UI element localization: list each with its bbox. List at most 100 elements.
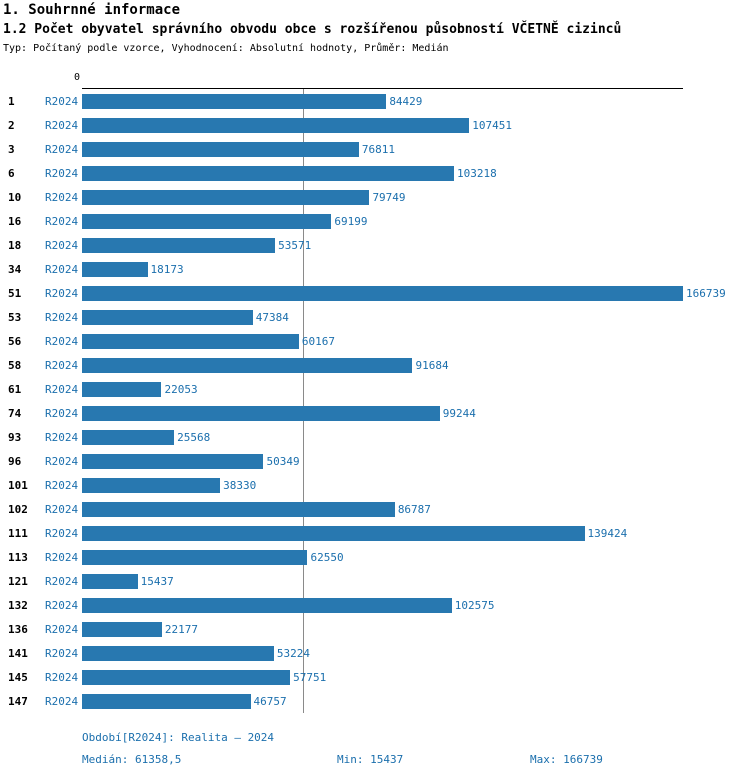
row-series-label: R2024 <box>45 214 79 228</box>
row-series-label: R2024 <box>45 622 79 636</box>
bar-value-label: 18173 <box>150 262 184 276</box>
row-category-label: 74 <box>8 406 22 420</box>
bar-value-label: 62550 <box>310 550 344 564</box>
bar <box>82 189 370 205</box>
page-title: 1. Souhrnné informace <box>3 2 181 18</box>
bar-value-label: 57751 <box>293 670 327 684</box>
row-category-label: 113 <box>8 550 28 564</box>
bar-row: 1 R2024 84429 <box>8 89 683 113</box>
row-category-label: 141 <box>8 646 28 660</box>
row-series-label: R2024 <box>45 286 79 300</box>
row-category-label: 132 <box>8 598 28 612</box>
bar-value-label: 107451 <box>472 118 513 132</box>
bar-area: 79749 <box>82 189 683 205</box>
bar-area: 22177 <box>82 621 683 637</box>
bar-value-label: 86787 <box>397 502 431 516</box>
bar-row: 56 R2024 60167 <box>8 329 683 353</box>
bar-row: 34 R2024 18173 <box>8 257 683 281</box>
row-series-label: R2024 <box>45 406 79 420</box>
row-series-label: R2024 <box>45 574 79 588</box>
bar <box>82 405 440 421</box>
bar-row: 53 R2024 47384 <box>8 305 683 329</box>
bar <box>82 333 299 349</box>
bar-area: 99244 <box>82 405 683 421</box>
bar-area: 102575 <box>82 597 683 613</box>
row-series-label: R2024 <box>45 190 79 204</box>
row-category-label: 18 <box>8 238 22 252</box>
chart-rows: 1 R2024 84429 2 R2024 107451 3 R2024 76811 6 R2024… <box>8 89 726 713</box>
bar <box>82 261 148 277</box>
bar <box>82 573 138 589</box>
row-category-label: 61 <box>8 382 22 396</box>
bar-row: 61 R2024 22053 <box>8 377 683 401</box>
bar <box>82 453 264 469</box>
bar-area: 62550 <box>82 549 683 565</box>
footer-median-label: Medián: 61358,5 <box>82 753 182 766</box>
bar <box>82 477 221 493</box>
chart-meta-line: Typ: Počítaný podle vzorce, Vyhodnocení:… <box>3 43 449 54</box>
row-series-label: R2024 <box>45 118 79 132</box>
bar-area: 47384 <box>82 309 683 325</box>
bar <box>82 309 253 325</box>
row-category-label: 6 <box>8 166 15 180</box>
row-category-label: 51 <box>8 286 22 300</box>
row-series-label: R2024 <box>45 478 79 492</box>
row-series-label: R2024 <box>45 430 79 444</box>
population-bar-chart: 1 R2024 84429 2 R2024 107451 3 R2024 76811 6 R2024… <box>8 88 726 713</box>
row-category-label: 16 <box>8 214 22 228</box>
row-series-label: R2024 <box>45 598 79 612</box>
chart-subtitle: 1.2 Počet obyvatel správního obvodu obce… <box>3 22 622 37</box>
bar-area: 38330 <box>82 477 683 493</box>
row-category-label: 147 <box>8 694 28 708</box>
bar-area: 69199 <box>82 213 683 229</box>
bar-value-label: 60167 <box>301 334 335 348</box>
row-series-label: R2024 <box>45 382 79 396</box>
bar <box>82 165 455 181</box>
bar-value-label: 139424 <box>587 526 628 540</box>
bar <box>82 597 452 613</box>
row-category-label: 101 <box>8 478 28 492</box>
bar-row: 101 R2024 38330 <box>8 473 683 497</box>
bar <box>82 285 683 301</box>
bar-value-label: 76811 <box>361 142 395 156</box>
row-category-label: 53 <box>8 310 22 324</box>
bar-value-label: 102575 <box>454 598 495 612</box>
bar-area: 18173 <box>82 261 683 277</box>
bar-row: 2 R2024 107451 <box>8 113 683 137</box>
bar-area: 86787 <box>82 501 683 517</box>
bar-value-label: 25568 <box>177 430 211 444</box>
row-category-label: 3 <box>8 142 15 156</box>
row-category-label: 34 <box>8 262 22 276</box>
footer-max-label: Max: 166739 <box>530 753 603 766</box>
bar <box>82 357 413 373</box>
bar-row: 132 R2024 102575 <box>8 593 683 617</box>
bar-row: 96 R2024 50349 <box>8 449 683 473</box>
bar-value-label: 38330 <box>223 478 257 492</box>
bar <box>82 117 470 133</box>
row-series-label: R2024 <box>45 262 79 276</box>
row-category-label: 10 <box>8 190 22 204</box>
bar-area: 60167 <box>82 333 683 349</box>
footer-min-label: Min: 15437 <box>337 753 404 766</box>
bar-value-label: 53571 <box>278 238 312 252</box>
bar-area: 166739 <box>82 285 726 301</box>
row-category-label: 102 <box>8 502 28 516</box>
row-category-label: 58 <box>8 358 22 372</box>
row-series-label: R2024 <box>45 238 79 252</box>
bar-row: 111 R2024 139424 <box>8 521 683 545</box>
bar-value-label: 47384 <box>255 310 289 324</box>
row-series-label: R2024 <box>45 550 79 564</box>
row-series-label: R2024 <box>45 166 79 180</box>
bar-row: 3 R2024 76811 <box>8 137 683 161</box>
bar <box>82 669 291 685</box>
row-series-label: R2024 <box>45 310 79 324</box>
bar-value-label: 166739 <box>686 286 726 300</box>
bar-row: 18 R2024 53571 <box>8 233 683 257</box>
row-category-label: 121 <box>8 574 28 588</box>
bar-area: 46757 <box>82 693 683 709</box>
bar <box>82 93 387 109</box>
row-category-label: 2 <box>8 118 15 132</box>
bar <box>82 693 251 709</box>
bar-value-label: 53224 <box>276 646 310 660</box>
footer-period-label: Období[R2024]: Realita – 2024 <box>82 731 275 744</box>
